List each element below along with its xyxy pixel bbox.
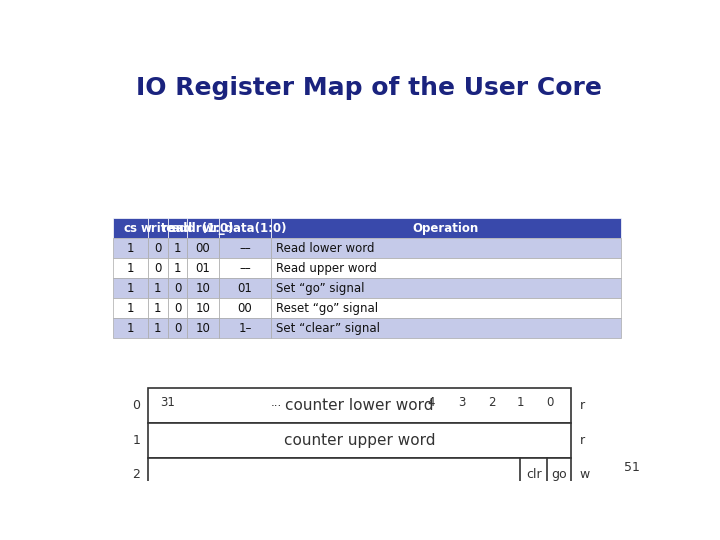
Text: 2: 2 <box>132 468 140 481</box>
Bar <box>187 318 219 338</box>
Bar <box>219 258 271 278</box>
Bar <box>271 318 621 338</box>
Text: 4: 4 <box>427 396 435 409</box>
Text: 1: 1 <box>154 322 161 335</box>
Text: 0: 0 <box>154 241 161 254</box>
Bar <box>271 258 621 278</box>
Text: cs: cs <box>124 221 138 234</box>
Bar <box>187 238 219 258</box>
Bar <box>168 298 187 318</box>
Bar <box>187 298 219 318</box>
Text: 00: 00 <box>196 241 210 254</box>
Bar <box>113 278 148 298</box>
Bar <box>113 298 148 318</box>
Text: 10: 10 <box>196 302 210 315</box>
Text: Reset “go” signal: Reset “go” signal <box>276 302 378 315</box>
Bar <box>148 218 168 238</box>
Text: 0: 0 <box>132 399 140 412</box>
Bar <box>219 318 271 338</box>
Text: w: w <box>580 468 590 481</box>
Text: 1: 1 <box>174 241 181 254</box>
Bar <box>148 457 570 492</box>
Bar <box>113 218 148 238</box>
Text: 1: 1 <box>154 281 161 295</box>
Bar <box>168 238 187 258</box>
Text: r: r <box>580 434 585 447</box>
Bar <box>219 218 271 238</box>
Text: ––: –– <box>239 261 251 274</box>
Text: 1: 1 <box>154 302 161 315</box>
Text: 1: 1 <box>174 261 181 274</box>
Text: 1: 1 <box>517 396 525 409</box>
Text: 0: 0 <box>174 322 181 335</box>
Text: 0: 0 <box>174 302 181 315</box>
Text: Read lower word: Read lower word <box>276 241 374 254</box>
Text: counter upper word: counter upper word <box>284 433 435 448</box>
Text: 0: 0 <box>154 261 161 274</box>
Text: write: write <box>140 221 175 234</box>
Bar <box>168 318 187 338</box>
Text: 1: 1 <box>127 241 134 254</box>
Bar <box>187 218 219 238</box>
Bar <box>271 218 621 238</box>
Text: IO Register Map of the User Core: IO Register Map of the User Core <box>136 76 602 100</box>
Bar <box>271 238 621 258</box>
Bar <box>113 238 148 258</box>
Text: go: go <box>551 468 567 481</box>
Bar <box>219 298 271 318</box>
Text: 51: 51 <box>624 462 640 475</box>
Bar <box>148 388 570 423</box>
Text: 1–: 1– <box>238 322 252 335</box>
Text: r: r <box>580 399 585 412</box>
Text: read: read <box>162 221 192 234</box>
Text: 0: 0 <box>174 281 181 295</box>
Bar <box>148 423 570 457</box>
Bar <box>148 258 168 278</box>
Text: wr_data(1:0): wr_data(1:0) <box>203 221 287 234</box>
Text: 0: 0 <box>546 396 554 409</box>
Text: 1: 1 <box>127 322 134 335</box>
Text: ...: ... <box>271 396 282 409</box>
Bar <box>148 318 168 338</box>
Text: 1: 1 <box>127 302 134 315</box>
Text: 1: 1 <box>132 434 140 447</box>
Text: 01: 01 <box>196 261 210 274</box>
Bar <box>219 238 271 258</box>
Bar <box>187 278 219 298</box>
Text: 31: 31 <box>160 396 175 409</box>
Text: 10: 10 <box>196 281 210 295</box>
Bar <box>148 278 168 298</box>
Text: counter lower word: counter lower word <box>285 398 433 413</box>
Text: ––: –– <box>239 241 251 254</box>
Bar <box>168 278 187 298</box>
Text: 00: 00 <box>238 302 252 315</box>
Text: Operation: Operation <box>413 221 479 234</box>
Text: Read upper word: Read upper word <box>276 261 377 274</box>
Text: Set “clear” signal: Set “clear” signal <box>276 322 379 335</box>
Bar <box>187 258 219 278</box>
Bar <box>148 238 168 258</box>
Bar <box>271 278 621 298</box>
Text: 01: 01 <box>238 281 253 295</box>
Text: 2: 2 <box>487 396 495 409</box>
Bar <box>113 258 148 278</box>
Text: Set “go” signal: Set “go” signal <box>276 281 364 295</box>
Bar <box>168 218 187 238</box>
Bar <box>148 298 168 318</box>
Bar <box>271 298 621 318</box>
Text: 10: 10 <box>196 322 210 335</box>
Bar <box>168 258 187 278</box>
Text: addr(1:0): addr(1:0) <box>172 221 234 234</box>
Text: clr: clr <box>526 468 541 481</box>
Text: 1: 1 <box>127 281 134 295</box>
Bar <box>219 278 271 298</box>
Text: 3: 3 <box>459 396 466 409</box>
Text: 1: 1 <box>127 261 134 274</box>
Bar <box>113 318 148 338</box>
